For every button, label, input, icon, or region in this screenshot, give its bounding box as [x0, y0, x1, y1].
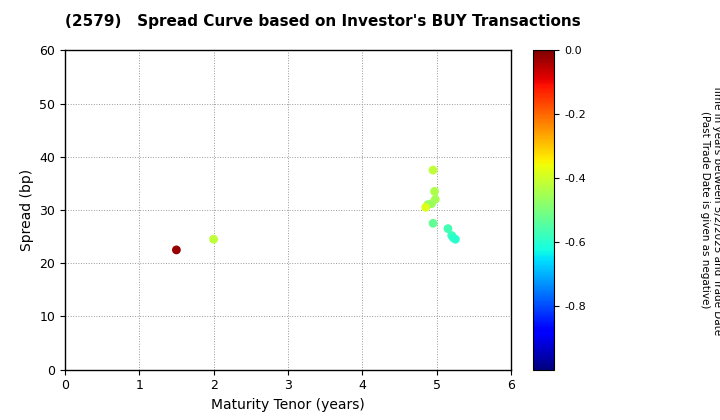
Y-axis label: Time in years between 5/2/2025 and Trade Date
(Past Trade Date is given as negat: Time in years between 5/2/2025 and Trade… [700, 84, 720, 336]
Point [428, 220, 439, 227]
Point [447, 234, 459, 241]
Point [446, 232, 457, 239]
Point [426, 200, 437, 207]
Point [422, 201, 433, 208]
Point [449, 236, 461, 243]
Point [428, 167, 439, 173]
X-axis label: Maturity Tenor (years): Maturity Tenor (years) [211, 398, 365, 412]
Point [420, 204, 431, 211]
Point [430, 196, 441, 203]
Point [171, 247, 182, 253]
Y-axis label: Spread (bp): Spread (bp) [19, 169, 34, 251]
Point [429, 188, 441, 195]
Point [208, 236, 220, 243]
Text: (2579)   Spread Curve based on Investor's BUY Transactions: (2579) Spread Curve based on Investor's … [65, 14, 580, 29]
Point [442, 225, 454, 232]
